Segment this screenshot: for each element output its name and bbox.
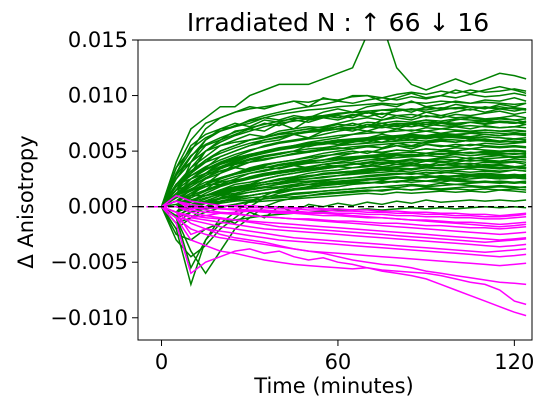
series-line-up-38 bbox=[146, 88, 527, 208]
series-line-down-81 bbox=[146, 205, 527, 228]
series-line-down-71 bbox=[146, 205, 527, 258]
chart-title: Irradiated N : ↑ 66 ↓ 16 bbox=[187, 8, 489, 37]
x-axis-ticks: 0 60 120 bbox=[155, 340, 534, 374]
y-tick-label: −0.005 bbox=[50, 250, 128, 274]
x-tick-label: 0 bbox=[155, 350, 168, 374]
series-line-up-43 bbox=[146, 112, 527, 208]
series-line-down-74 bbox=[146, 205, 527, 243]
series-line-down-72 bbox=[146, 205, 527, 253]
series-line-up-60 bbox=[146, 134, 527, 208]
series-line-down-76 bbox=[146, 200, 527, 236]
series-line-up-59 bbox=[146, 100, 527, 208]
series-layer bbox=[146, 40, 527, 317]
x-tick-label: 120 bbox=[494, 350, 534, 374]
y-tick-label: −0.010 bbox=[50, 306, 128, 330]
x-axis-title: Time (minutes) bbox=[253, 374, 413, 398]
series-line-up-54 bbox=[146, 152, 527, 208]
series-line-down-82 bbox=[146, 200, 527, 217]
series-line-up-27 bbox=[146, 118, 527, 208]
y-tick-label: 0.005 bbox=[68, 139, 128, 163]
y-tick-label: 0.000 bbox=[68, 195, 128, 219]
y-tick-label: 0.015 bbox=[68, 28, 128, 52]
series-line-down-69 bbox=[146, 205, 527, 286]
series-line-up-34 bbox=[146, 205, 527, 241]
series-line-up-51 bbox=[146, 138, 527, 208]
series-line-up-55 bbox=[146, 120, 527, 208]
series-line-up-61 bbox=[146, 150, 527, 208]
x-tick-label: 60 bbox=[325, 350, 352, 374]
plot-frame bbox=[137, 39, 533, 341]
series-line-up-66 bbox=[146, 173, 527, 217]
series-line-up-63 bbox=[146, 128, 527, 208]
y-axis-ticks: 0.015 0.010 0.005 0.000 −0.005 −0.010 bbox=[50, 28, 138, 330]
series-line-down-68 bbox=[146, 205, 527, 317]
series-line-up-64 bbox=[146, 168, 527, 208]
series-line-up-35 bbox=[146, 199, 527, 270]
series-line-up-33 bbox=[146, 188, 527, 275]
series-line-down-73 bbox=[146, 205, 527, 248]
y-tick-label: 0.010 bbox=[68, 84, 128, 108]
series-line-up-53 bbox=[146, 131, 527, 208]
series-line-up-62 bbox=[146, 164, 527, 214]
series-line-down-67 bbox=[146, 205, 527, 306]
series-line-up-52 bbox=[146, 179, 527, 219]
series-line-up-1 bbox=[146, 40, 527, 208]
series-line-up-65 bbox=[146, 105, 527, 208]
y-axis-title: Δ Anisotropy bbox=[14, 135, 38, 268]
series-line-up-32 bbox=[146, 179, 527, 288]
series-line-down-77 bbox=[146, 205, 527, 230]
series-line-up-37 bbox=[146, 92, 527, 208]
series-line-down-70 bbox=[146, 205, 527, 267]
series-line-up-26 bbox=[146, 105, 527, 208]
series-line-up-49 bbox=[146, 174, 527, 214]
series-line-down-75 bbox=[146, 205, 527, 241]
series-line-down-80 bbox=[146, 194, 527, 218]
